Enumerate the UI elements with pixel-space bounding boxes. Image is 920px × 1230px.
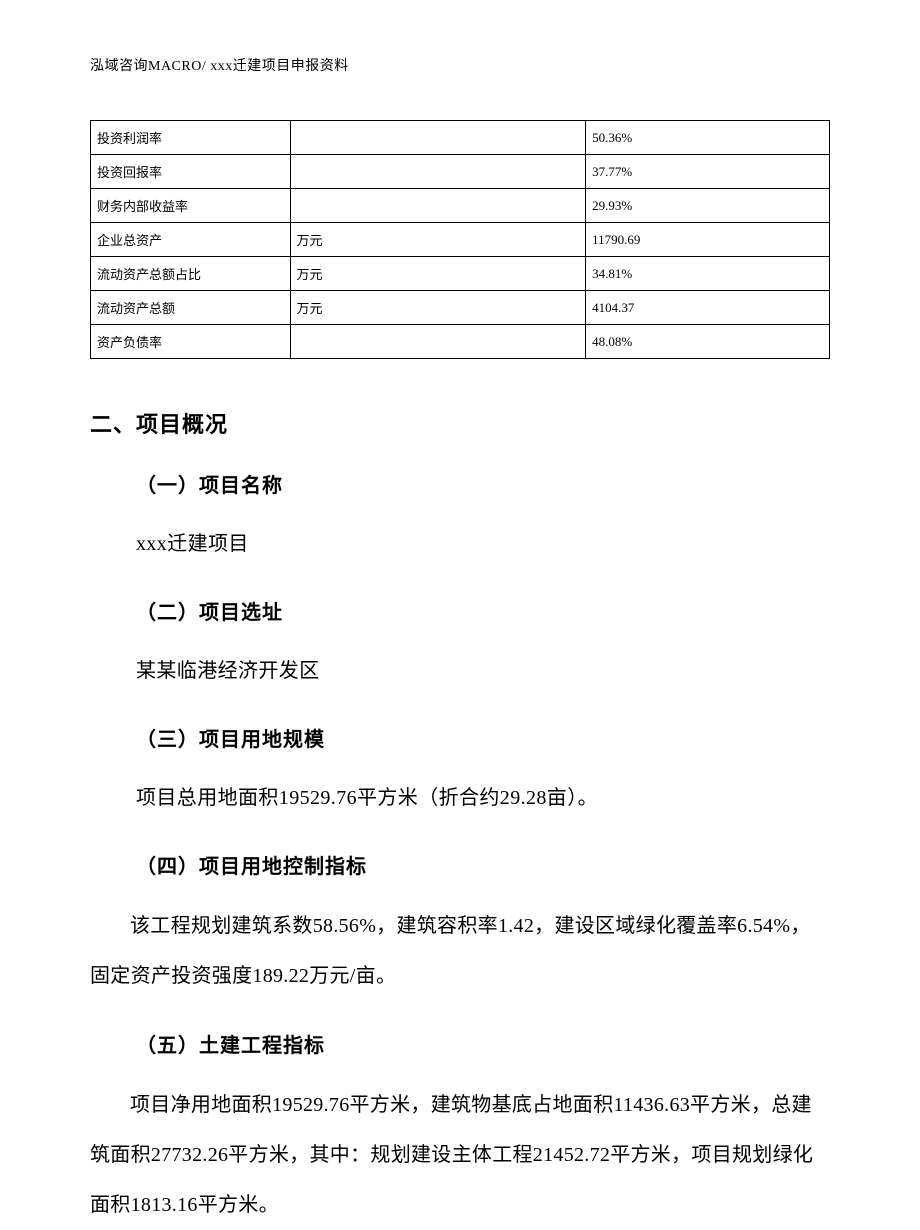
metric-value: 4104.37	[586, 291, 830, 325]
subsection-title: （五）土建工程指标	[136, 1029, 830, 1058]
metric-unit: 万元	[290, 291, 586, 325]
metric-value: 50.36%	[586, 121, 830, 155]
document-page: 泓域咨询MACRO/ xxx迁建项目申报资料 投资利润率 50.36% 投资回报…	[0, 0, 920, 1191]
subsection-title: （三）项目用地规模	[136, 723, 830, 752]
metric-name: 流动资产总额占比	[91, 257, 291, 291]
metric-unit	[290, 325, 586, 359]
table-row: 流动资产总额占比 万元 34.81%	[91, 257, 830, 291]
metric-value: 37.77%	[586, 155, 830, 189]
table-row: 企业总资产 万元 11790.69	[91, 223, 830, 257]
subsection-title: （四）项目用地控制指标	[136, 850, 830, 879]
metric-value: 29.93%	[586, 189, 830, 223]
subsection-body: 项目净用地面积19529.76平方米，建筑物基底占地面积11436.63平方米，…	[90, 1080, 830, 1230]
metric-name: 流动资产总额	[91, 291, 291, 325]
subsection-body: xxx迁建项目	[136, 520, 830, 568]
page-header: 泓域咨询MACRO/ xxx迁建项目申报资料	[90, 55, 830, 75]
table-row: 资产负债率 48.08%	[91, 325, 830, 359]
metric-unit: 万元	[290, 257, 586, 291]
metric-value: 48.08%	[586, 325, 830, 359]
table-row: 投资利润率 50.36%	[91, 121, 830, 155]
table-row: 投资回报率 37.77%	[91, 155, 830, 189]
metric-name: 投资利润率	[91, 121, 291, 155]
metric-name: 资产负债率	[91, 325, 291, 359]
table-row: 流动资产总额 万元 4104.37	[91, 291, 830, 325]
subsection-body: 该工程规划建筑系数58.56%，建筑容积率1.42，建设区域绿化覆盖率6.54%…	[90, 901, 830, 1001]
subsection-title: （一）项目名称	[136, 469, 830, 498]
metric-name: 投资回报率	[91, 155, 291, 189]
metric-name: 财务内部收益率	[91, 189, 291, 223]
metric-unit: 万元	[290, 223, 586, 257]
table-row: 财务内部收益率 29.93%	[91, 189, 830, 223]
subsection-title: （二）项目选址	[136, 596, 830, 625]
section-heading: 二、项目概况	[90, 407, 830, 439]
metric-value: 11790.69	[586, 223, 830, 257]
metric-unit	[290, 189, 586, 223]
subsection-body: 某某临港经济开发区	[136, 647, 830, 695]
metric-name: 企业总资产	[91, 223, 291, 257]
metric-unit	[290, 121, 586, 155]
metrics-table: 投资利润率 50.36% 投资回报率 37.77% 财务内部收益率 29.93%…	[90, 120, 830, 359]
metric-unit	[290, 155, 586, 189]
subsection-body: 项目总用地面积19529.76平方米（折合约29.28亩）。	[136, 774, 830, 822]
metric-value: 34.81%	[586, 257, 830, 291]
